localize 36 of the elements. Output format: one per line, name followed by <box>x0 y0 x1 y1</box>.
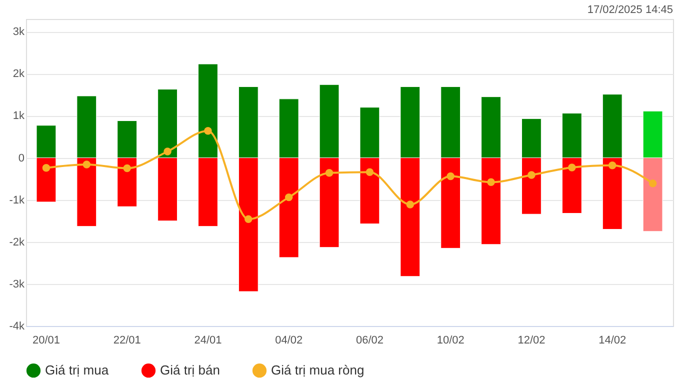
point <box>446 172 454 180</box>
x-tick-label: 20/01 <box>32 334 60 346</box>
point <box>366 168 374 176</box>
x-tick-label: 04/02 <box>275 334 303 346</box>
point <box>406 200 414 208</box>
point <box>82 160 91 168</box>
legend-label: Giá trị bán <box>160 362 220 378</box>
x-tick-label: 12/02 <box>518 334 546 346</box>
point <box>244 215 252 224</box>
point <box>204 127 212 135</box>
point <box>568 164 576 172</box>
y-tick-label: -4k <box>9 320 25 332</box>
y-tick-label: 0 <box>18 152 24 164</box>
point <box>164 148 172 156</box>
y-tick-label: -3k <box>9 278 25 290</box>
x-tick-label: 10/02 <box>436 334 464 346</box>
x-tick-label: 22/01 <box>113 334 141 346</box>
y-tick-label: -2k <box>9 236 25 248</box>
y-tick-label: 1k <box>12 110 25 122</box>
legend-label: Giá trị mua ròng <box>271 362 364 378</box>
point <box>528 171 536 179</box>
x-tick-label: 06/02 <box>356 334 384 346</box>
y-tick-label: 2k <box>12 68 25 80</box>
point <box>608 161 616 170</box>
y-tick-label: 3k <box>12 26 25 38</box>
point <box>648 180 657 188</box>
x-tick-label: 14/02 <box>598 334 626 346</box>
legend-label: Giá trị mua <box>45 362 110 378</box>
y-tick-label: -1k <box>9 194 25 206</box>
point <box>325 169 334 177</box>
text: 17/02/2025 14:45 <box>587 4 673 16</box>
point <box>42 164 50 172</box>
point <box>284 193 293 202</box>
x-tick-label: 24/01 <box>194 334 222 346</box>
point <box>487 178 495 186</box>
point <box>123 164 131 172</box>
